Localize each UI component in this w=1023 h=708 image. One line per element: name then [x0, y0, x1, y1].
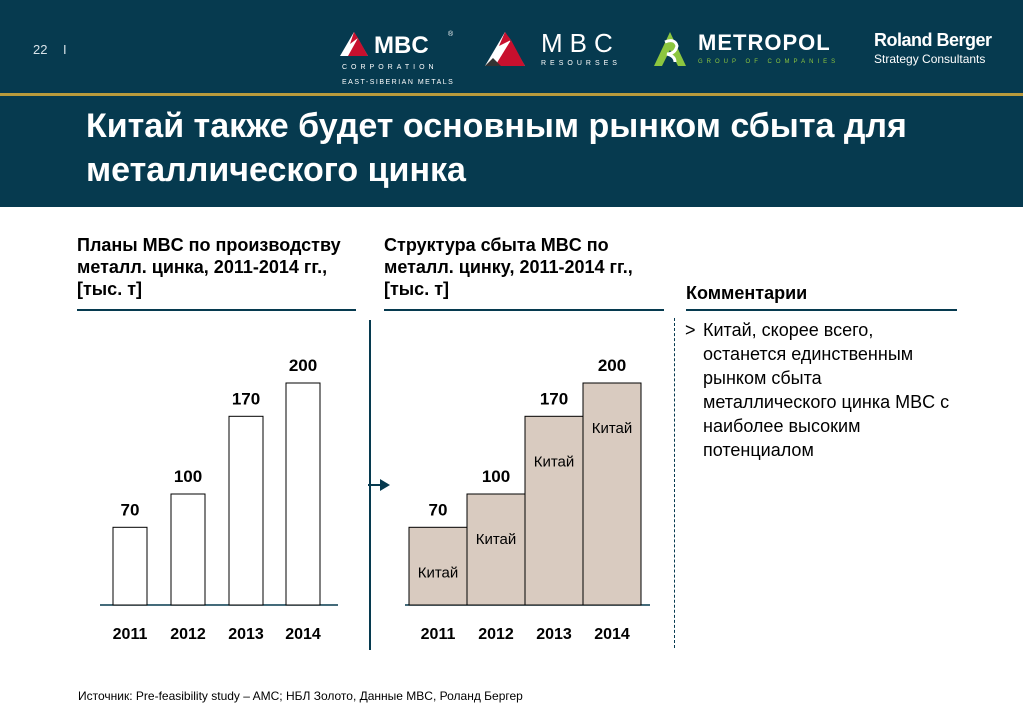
left-title-line-2: металл. цинка, 2011-2014 гг., — [77, 257, 328, 277]
middle-title-line-3: [тыс. т] — [384, 279, 450, 299]
segment-label-2011: Китай — [418, 564, 459, 581]
value-label-2014: 200 — [598, 356, 626, 375]
tick-label-2013: 2013 — [536, 626, 572, 643]
arrow-right-icon — [368, 479, 390, 491]
bar-2011 — [112, 526, 148, 606]
left-title-line-3: [тыс. т] — [77, 279, 143, 299]
value-label-2011: 70 — [121, 500, 140, 519]
rb-name: Roland Berger — [874, 30, 992, 50]
mbc-corporation-logo: MBC ® CORPORATION EAST-SIBERIAN METALS — [340, 30, 454, 86]
gold-divider-line — [0, 93, 1023, 96]
mbc1-sub2: EAST-SIBERIAN METALS — [342, 79, 454, 86]
middle-title-line-2: металл. цинку, 2011-2014 гг., — [384, 257, 633, 277]
source-footnote: Источник: Pre-feasibility study – AMC; Н… — [78, 689, 523, 703]
comment-line-5: наиболее высоким — [703, 416, 861, 436]
tick-label-2011: 2011 — [421, 626, 456, 643]
comment-text: Китай, скорее всего, останется единствен… — [703, 318, 965, 462]
middle-panel-title: Структура сбыта MBC по металл. цинку, 20… — [384, 234, 633, 300]
mbc1-name: MBC — [374, 32, 429, 59]
tick-label-2014: 2014 — [285, 626, 321, 643]
bar-2014 — [582, 382, 642, 606]
production-chart: 70 2011 100 2012 170 2013 200 2014 — [100, 356, 338, 643]
bar-2013 — [524, 415, 584, 606]
value-label-2012: 100 — [174, 467, 202, 486]
roland-berger-logo: Roland Berger Strategy Consultants — [874, 30, 993, 66]
segment-label-2013: Китай — [534, 453, 575, 470]
tick-label-2014: 2014 — [594, 626, 630, 643]
tick-label-2011: 2011 — [113, 626, 148, 643]
segment-label-2014: Китай — [592, 420, 633, 437]
value-label-2013: 170 — [540, 389, 568, 408]
rb-sub: Strategy Consultants — [874, 52, 985, 66]
comment-line-1: Китай, скорее всего, — [703, 320, 874, 340]
bar-2012 — [466, 493, 526, 606]
left-title-line-1: Планы MBC по производству — [77, 235, 341, 255]
tick-label-2012: 2012 — [478, 626, 514, 643]
middle-title-line-1: Структура сбыта MBC по — [384, 235, 609, 255]
header-band: 22 I MBC ® CORPORATION EAST-SIBERIAN MET… — [0, 0, 1023, 207]
page-separator: I — [63, 42, 67, 57]
comments-title: Комментарии — [686, 283, 808, 303]
comment-line-6: потенциалом — [703, 440, 814, 460]
mbc1-sub: CORPORATION — [342, 64, 438, 71]
comment-line-3: рынком сбыта — [703, 368, 822, 388]
mbc-resources-logo: MBC RESOURSES — [485, 28, 621, 67]
mbc1-registered: ® — [448, 30, 454, 38]
bar-2014 — [285, 382, 321, 606]
page-title: Китай также будет основным рынком сбыта … — [86, 104, 986, 192]
comment-line-4: металлического цинка MBC с — [703, 392, 950, 412]
comment-line-2: останется единственным — [703, 344, 914, 364]
metropol-sub: GROUP OF COMPANIES — [698, 59, 839, 65]
tick-label-2013: 2013 — [228, 626, 264, 643]
metropol-logo: METROPOL GROUP OF COMPANIES — [654, 30, 839, 66]
value-label-2011: 70 — [429, 500, 448, 519]
comments-rule — [686, 309, 957, 311]
mbc2-name: MBC — [541, 28, 620, 58]
value-label-2013: 170 — [232, 389, 260, 408]
middle-panel-rule — [384, 309, 664, 311]
bar-2011 — [408, 526, 468, 606]
comments-body: > Китай, скорее всего, останется единств… — [685, 318, 965, 462]
bar-2013 — [228, 415, 264, 606]
page-number: 22 — [33, 42, 48, 57]
segment-label-2012: Китай — [476, 531, 517, 548]
value-label-2012: 100 — [482, 467, 510, 486]
title-line-1: Китай также будет основным рынком сбыта … — [86, 107, 907, 145]
metropol-name: METROPOL — [698, 30, 831, 55]
bar-2012 — [170, 493, 206, 606]
value-label-2014: 200 — [289, 356, 317, 375]
comments-dashed-divider — [674, 318, 675, 648]
left-panel-title: Планы MBC по производству металл. цинка,… — [77, 234, 341, 300]
bullet-marker: > — [685, 320, 696, 340]
left-panel-rule — [77, 309, 356, 311]
tick-label-2012: 2012 — [170, 626, 206, 643]
title-line-2: металлического цинка — [86, 151, 466, 189]
mbc2-sub: RESOURSES — [541, 60, 621, 67]
sales-structure-chart: Китай 70 2011 Китай 100 2012 Китай 170 2013 Китай… — [405, 356, 650, 643]
